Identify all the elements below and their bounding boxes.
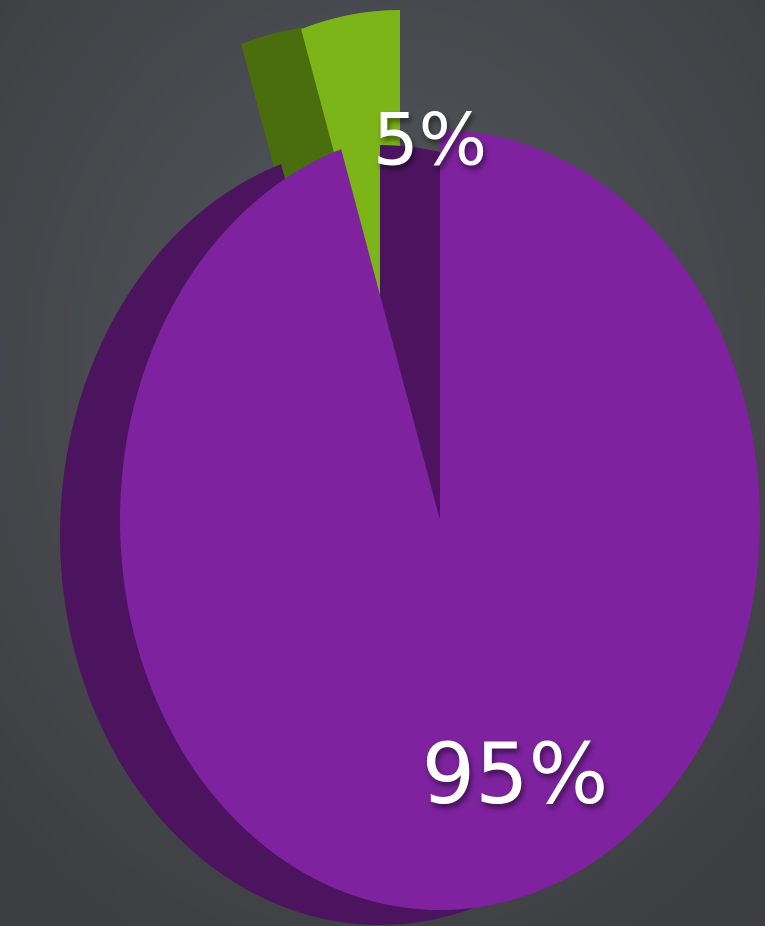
slice-label: 5%	[373, 98, 487, 182]
pie	[59, 10, 760, 926]
slice-label: 95%	[422, 725, 609, 823]
slice	[119, 130, 760, 910]
